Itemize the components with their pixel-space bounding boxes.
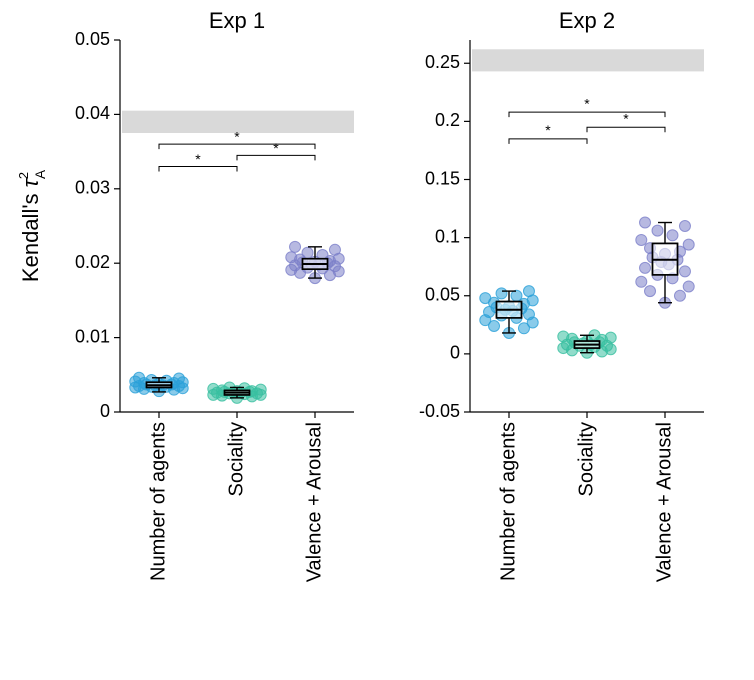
y-tick-label: 0.2 (435, 110, 460, 130)
data-point (605, 332, 616, 343)
data-point (511, 290, 522, 301)
significance-star: * (234, 129, 240, 145)
data-point (636, 234, 647, 245)
data-point (674, 290, 685, 301)
y-tick-label: 0 (100, 401, 110, 421)
y-tick-label: 0 (450, 343, 460, 363)
significance-star: * (195, 151, 201, 167)
significance-star: * (584, 95, 590, 111)
significance-star: * (623, 110, 629, 126)
significance-bar (159, 166, 237, 171)
svg-text:Sociality: Sociality (225, 422, 247, 496)
significance-star: * (545, 122, 551, 138)
data-point (645, 286, 656, 297)
data-point (255, 384, 266, 395)
data-point (652, 225, 663, 236)
svg-text:Number of agents: Number of agents (497, 422, 519, 581)
svg-text:Number of agents: Number of agents (147, 422, 169, 581)
noise-ceiling-band (472, 49, 704, 71)
significance-bar (587, 127, 665, 132)
significance-bar (509, 112, 665, 117)
data-point (134, 372, 145, 383)
x-tick-label: Valence + Arousal (653, 422, 675, 582)
svg-text:Kendall's τ2A: Kendall's τ2A (16, 169, 48, 282)
data-point (286, 252, 297, 263)
y-tick-label: 0.04 (75, 103, 110, 123)
y-tick-label: 0.15 (425, 168, 460, 188)
data-point (679, 266, 690, 277)
panel-title: Exp 2 (559, 8, 615, 33)
data-point (683, 281, 694, 292)
y-tick-label: 0.05 (75, 29, 110, 49)
data-point (480, 293, 491, 304)
data-point (667, 230, 678, 241)
x-tick-label: Number of agents (497, 422, 519, 581)
y-tick-label: 0.05 (425, 285, 460, 305)
data-point (683, 239, 694, 250)
data-point (640, 217, 651, 228)
significance-star: * (273, 140, 279, 156)
significance-bar (159, 144, 315, 149)
figure-root: Kendall's τ2A 0 0.01 0.02 0.03 0.04 0.05 Number… (0, 0, 754, 680)
data-point (173, 373, 184, 384)
svg-text:Sociality: Sociality (575, 422, 597, 496)
y-tick-label: 0.03 (75, 178, 110, 198)
x-tick-label: Sociality (225, 422, 247, 496)
y-tick-label: -0.05 (419, 401, 460, 421)
y-tick-label: 0.01 (75, 326, 110, 346)
data-point (290, 241, 301, 252)
y-tick-label: 0.25 (425, 52, 460, 72)
data-point (636, 276, 647, 287)
panel-title: Exp 1 (209, 8, 265, 33)
data-point (523, 286, 534, 297)
data-point (208, 383, 219, 394)
data-point (496, 288, 507, 299)
y-tick-label: 0.1 (435, 226, 460, 246)
figure-svg: Kendall's τ2A 0 0.01 0.02 0.03 0.04 0.05 Number… (0, 0, 754, 680)
svg-text:Valence + Arousal: Valence + Arousal (653, 422, 675, 582)
data-point (679, 221, 690, 232)
y-axis-label: Kendall's τ2A (16, 169, 48, 282)
significance-bar (509, 139, 587, 144)
significance-bar (237, 155, 315, 160)
data-point (329, 244, 340, 255)
x-tick-label: Number of agents (147, 422, 169, 581)
data-point (302, 247, 313, 258)
data-point (640, 262, 651, 273)
data-point (558, 331, 569, 342)
svg-text:Valence + Arousal: Valence + Arousal (303, 422, 325, 582)
y-tick-label: 0.02 (75, 252, 110, 272)
x-tick-label: Valence + Arousal (303, 422, 325, 582)
x-tick-label: Sociality (575, 422, 597, 496)
